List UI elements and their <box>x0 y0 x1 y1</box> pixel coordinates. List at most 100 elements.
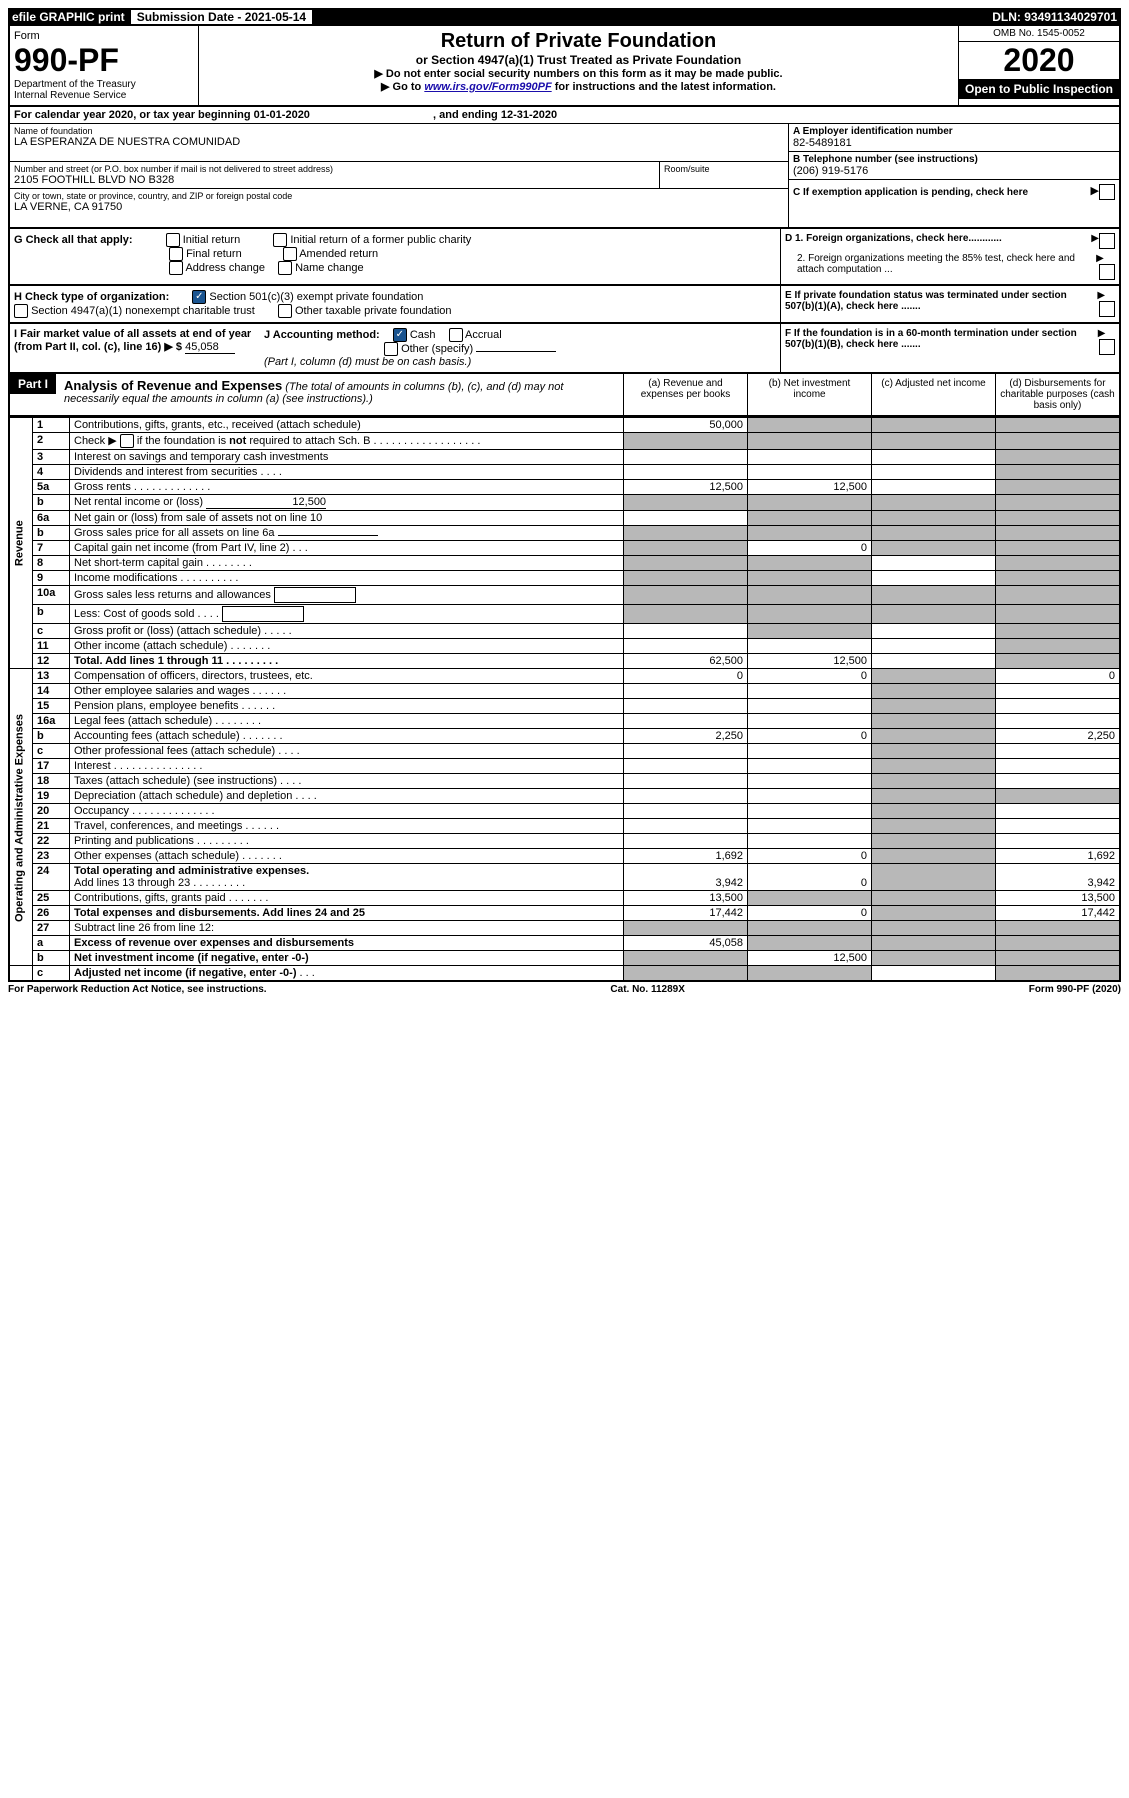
h-label: H Check type of organization: <box>14 291 169 303</box>
other-method-checkbox[interactable] <box>384 342 398 356</box>
line-27b-desc: Net investment income (if negative, ente… <box>74 952 309 964</box>
form-number: 990-PF <box>14 42 194 79</box>
d1-checkbox[interactable] <box>1099 233 1115 249</box>
c-checkbox[interactable] <box>1099 184 1115 200</box>
form-footer: Form 990-PF (2020) <box>1029 984 1121 995</box>
city-state-zip: LA VERNE, CA 91750 <box>14 201 784 213</box>
irs-label: Internal Revenue Service <box>14 90 194 101</box>
ein-label: A Employer identification number <box>793 126 1115 137</box>
line-7-desc: Capital gain net income (from Part IV, l… <box>74 542 289 554</box>
col-a-header: (a) Revenue and expenses per books <box>623 374 747 415</box>
line-16b-desc: Accounting fees (attach schedule) <box>74 730 240 742</box>
operating-section-label: Operating and Administrative Expenses <box>9 669 33 966</box>
part1-header: Part I Analysis of Revenue and Expenses … <box>8 374 1121 417</box>
line-9-desc: Income modifications <box>74 572 177 584</box>
line-5b-desc: Net rental income or (loss) <box>74 496 203 508</box>
f-checkbox[interactable] <box>1099 339 1115 355</box>
f-label: F If the foundation is in a 60-month ter… <box>785 328 1098 355</box>
form-link[interactable]: www.irs.gov/Form990PF <box>424 81 551 93</box>
paperwork-notice: For Paperwork Reduction Act Notice, see … <box>8 984 267 995</box>
line-2-pre: Check ▶ <box>74 435 120 447</box>
line-14-desc: Other employee salaries and wages <box>74 685 249 697</box>
line-2-post: if the foundation is not required to att… <box>134 435 371 447</box>
col-c-header: (c) Adjusted net income <box>871 374 995 415</box>
cash-label: Cash <box>410 329 436 341</box>
line-13-col-a: 0 <box>624 669 748 684</box>
final-return-checkbox[interactable] <box>169 247 183 261</box>
cal-end: 12-31-2020 <box>501 109 557 121</box>
part1-table: Revenue 1Contributions, gifts, grants, e… <box>8 417 1121 982</box>
phone-label: B Telephone number (see instructions) <box>793 154 1115 165</box>
col-d-header: (d) Disbursements for charitable purpose… <box>995 374 1119 415</box>
line-6b-desc: Gross sales price for all assets on line… <box>74 527 275 539</box>
footer-row: For Paperwork Reduction Act Notice, see … <box>8 984 1121 995</box>
line-5b-inline: 12,500 <box>206 496 326 509</box>
dln-label: DLN: 93491134029701 <box>992 10 1117 24</box>
foundation-name: LA ESPERANZA DE NUESTRA COMUNIDAD <box>14 136 784 148</box>
part1-title: Analysis of Revenue and Expenses <box>64 378 282 393</box>
g-d-row: G Check all that apply: Initial return I… <box>8 229 1121 286</box>
i-arrow: ▶ $ <box>164 341 182 353</box>
line-27a-col-a: 45,058 <box>624 936 748 951</box>
accrual-checkbox[interactable] <box>449 328 463 342</box>
room-label: Room/suite <box>664 164 784 174</box>
ein-value: 82-5489181 <box>793 137 1115 149</box>
form-word: Form <box>14 30 194 42</box>
line-13-col-d: 0 <box>996 669 1121 684</box>
line-10b-desc: Less: Cost of goods sold <box>74 608 194 620</box>
other-taxable-label: Other taxable private foundation <box>295 305 452 317</box>
j-note: (Part I, column (d) must be on cash basi… <box>264 356 471 368</box>
line-24-desc: Total operating and administrative expen… <box>74 865 309 877</box>
line-1-col-a: 50,000 <box>624 418 748 433</box>
top-bar: efile GRAPHIC print Submission Date - 20… <box>8 8 1121 26</box>
4947-checkbox[interactable] <box>14 304 28 318</box>
501c3-checkbox[interactable] <box>192 290 206 304</box>
amended-return-checkbox[interactable] <box>283 247 297 261</box>
line-12-desc: Total. Add lines 1 through 11 <box>74 655 223 667</box>
line-24-col-a: 3,942 <box>624 864 748 891</box>
e-checkbox[interactable] <box>1099 301 1115 317</box>
cal-begin: 01-01-2020 <box>254 109 310 121</box>
initial-former-label: Initial return of a former public charit… <box>290 234 471 246</box>
name-change-checkbox[interactable] <box>278 261 292 275</box>
line-11-desc: Other income (attach schedule) <box>74 640 227 652</box>
phone-value: (206) 919-5176 <box>793 165 1115 177</box>
line-26-col-b: 0 <box>748 906 872 921</box>
line-27b-col-b: 12,500 <box>748 951 872 966</box>
g-label: G Check all that apply: <box>14 234 133 246</box>
line-5a-desc: Gross rents <box>74 481 131 493</box>
line-20-desc: Occupancy <box>74 805 129 817</box>
tax-year: 2020 <box>959 42 1119 79</box>
line-5a-col-a: 12,500 <box>624 480 748 495</box>
line-12-col-a: 62,500 <box>624 654 748 669</box>
street-address: 2105 FOOTHILL BLVD NO B328 <box>14 174 655 186</box>
cal-pre: For calendar year 2020, or tax year begi… <box>14 109 254 121</box>
other-taxable-checkbox[interactable] <box>278 304 292 318</box>
d2-checkbox[interactable] <box>1099 264 1115 280</box>
note-goto-post: for instructions and the latest informat… <box>552 81 776 93</box>
line-27-desc: Subtract line 26 from line 12: <box>70 921 624 936</box>
line-12-col-b: 12,500 <box>748 654 872 669</box>
d2-label: 2. Foreign organizations meeting the 85%… <box>785 253 1096 280</box>
line-16c-desc: Other professional fees (attach schedule… <box>74 745 275 757</box>
initial-return-checkbox[interactable] <box>166 233 180 247</box>
name-change-label: Name change <box>295 262 364 274</box>
4947-label: Section 4947(a)(1) nonexempt charitable … <box>31 305 255 317</box>
line-2-checkbox[interactable] <box>120 434 134 448</box>
cash-checkbox[interactable] <box>393 328 407 342</box>
line-25-col-d: 13,500 <box>996 891 1121 906</box>
initial-former-checkbox[interactable] <box>273 233 287 247</box>
line-22-desc: Printing and publications <box>74 835 194 847</box>
line-23-col-a: 1,692 <box>624 849 748 864</box>
j-label: J Accounting method: <box>264 329 380 341</box>
address-change-checkbox[interactable] <box>169 261 183 275</box>
dept-treasury: Department of the Treasury <box>14 79 194 90</box>
line-4-desc: Dividends and interest from securities <box>74 466 257 478</box>
note-ssn: ▶ Do not enter social security numbers o… <box>203 67 954 80</box>
line-17-desc: Interest <box>74 760 111 772</box>
fmv-value: 45,058 <box>185 341 235 354</box>
line-25-desc: Contributions, gifts, grants paid <box>74 892 226 904</box>
line-23-desc: Other expenses (attach schedule) <box>74 850 239 862</box>
open-inspection: Open to Public Inspection <box>959 79 1119 99</box>
info-grid: Name of foundation LA ESPERANZA DE NUEST… <box>8 123 1121 229</box>
